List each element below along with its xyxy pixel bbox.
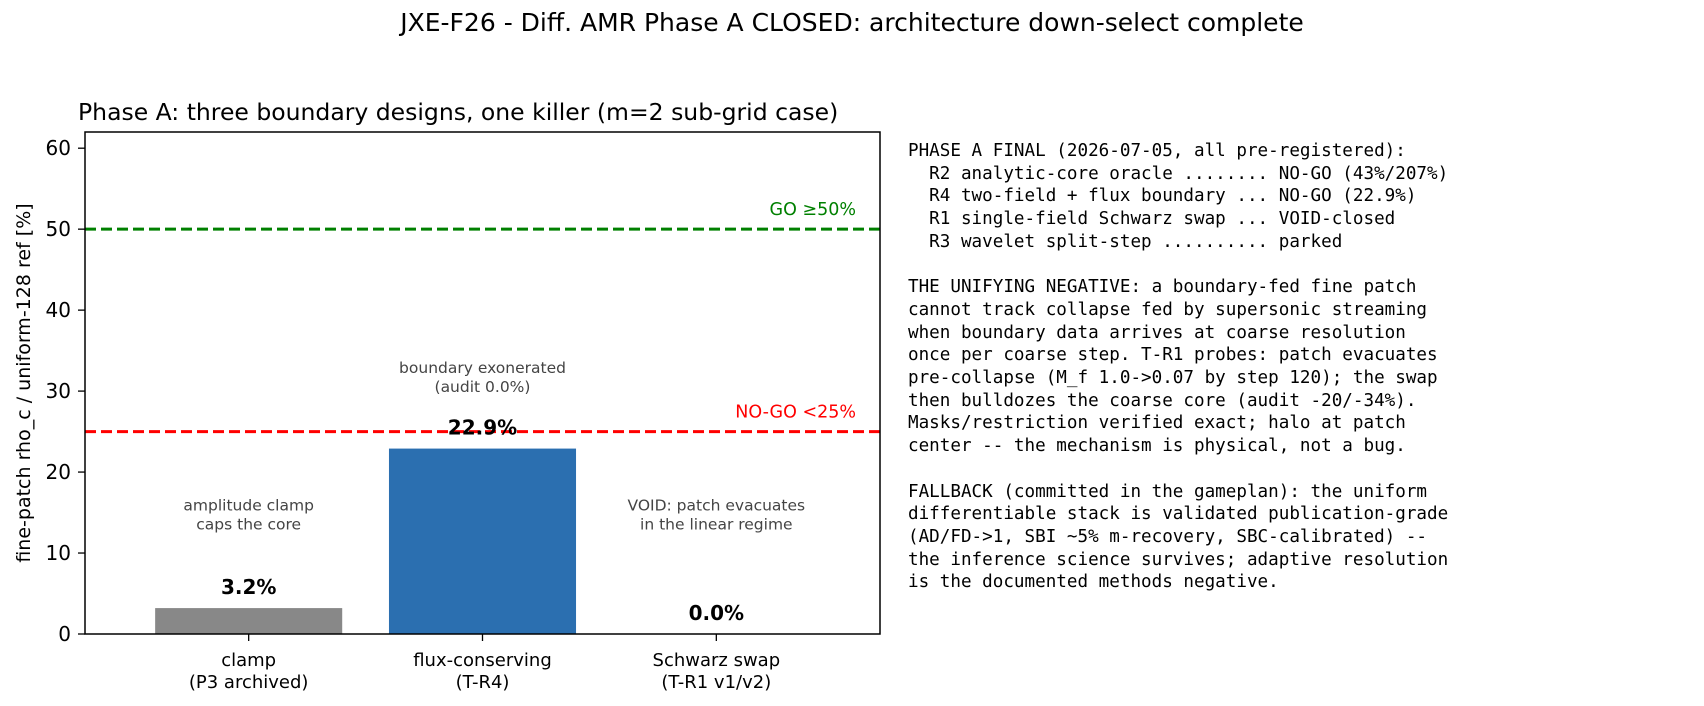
annotation-0-line-1: caps the core	[196, 515, 301, 533]
y-tick-label-1: 10	[46, 541, 71, 565]
y-tick-label-3: 30	[46, 379, 71, 403]
y-tick-label-2: 20	[46, 460, 71, 484]
annotation-1-line-0: boundary exonerated	[399, 359, 566, 377]
bar-1	[388, 448, 577, 634]
annotation-2-line-1: in the linear regime	[640, 515, 793, 533]
y-tick-label-0: 0	[58, 622, 71, 646]
y-tick-label-6: 60	[46, 136, 71, 160]
y-tick-label-5: 50	[46, 217, 71, 241]
annotation-0-line-0: amplitude clamp	[183, 496, 314, 514]
threshold-label-1: NO-GO <25%	[735, 403, 856, 423]
bar-value-label-1: 22.9%	[448, 416, 517, 440]
chart-title: Phase A: three boundary designs, one kil…	[78, 98, 838, 126]
x-tick-label-0-line-0: clamp	[221, 650, 276, 671]
bar-0	[155, 608, 343, 634]
x-tick-label-1-line-1: (T-R4)	[456, 672, 510, 693]
annotation-1-line-1: (audit 0.0%)	[435, 378, 531, 396]
x-tick-label-2-line-1: (T-R1 v1/v2)	[661, 672, 771, 693]
x-tick-label-0-line-1: (P3 archived)	[189, 672, 309, 693]
threshold-label-0: GO ≥50%	[770, 200, 856, 220]
bar-value-label-2: 0.0%	[689, 601, 744, 625]
bar-value-label-0: 3.2%	[221, 575, 276, 599]
x-tick-label-2-line-0: Schwarz swap	[653, 650, 781, 671]
y-axis-label: fine-patch rho_c / uniform-128 ref [%]	[13, 203, 35, 562]
phase-a-summary-text: PHASE A FINAL (2026-07-05, all pre-regis…	[908, 141, 1449, 593]
x-tick-label-1-line-0: flux-conserving	[413, 650, 552, 671]
figure-title: JXE-F26 - Diff. AMR Phase A CLOSED: arch…	[400, 8, 1304, 37]
annotation-2-line-0: VOID: patch evacuates	[628, 496, 806, 514]
y-tick-label-4: 40	[46, 298, 71, 322]
